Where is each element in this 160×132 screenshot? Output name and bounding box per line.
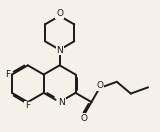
Text: F: F: [5, 70, 10, 79]
Text: O: O: [80, 114, 87, 123]
Text: N: N: [56, 46, 63, 55]
Text: O: O: [56, 9, 63, 18]
Text: F: F: [25, 101, 30, 110]
Text: O: O: [96, 81, 103, 90]
Text: N: N: [58, 98, 65, 107]
